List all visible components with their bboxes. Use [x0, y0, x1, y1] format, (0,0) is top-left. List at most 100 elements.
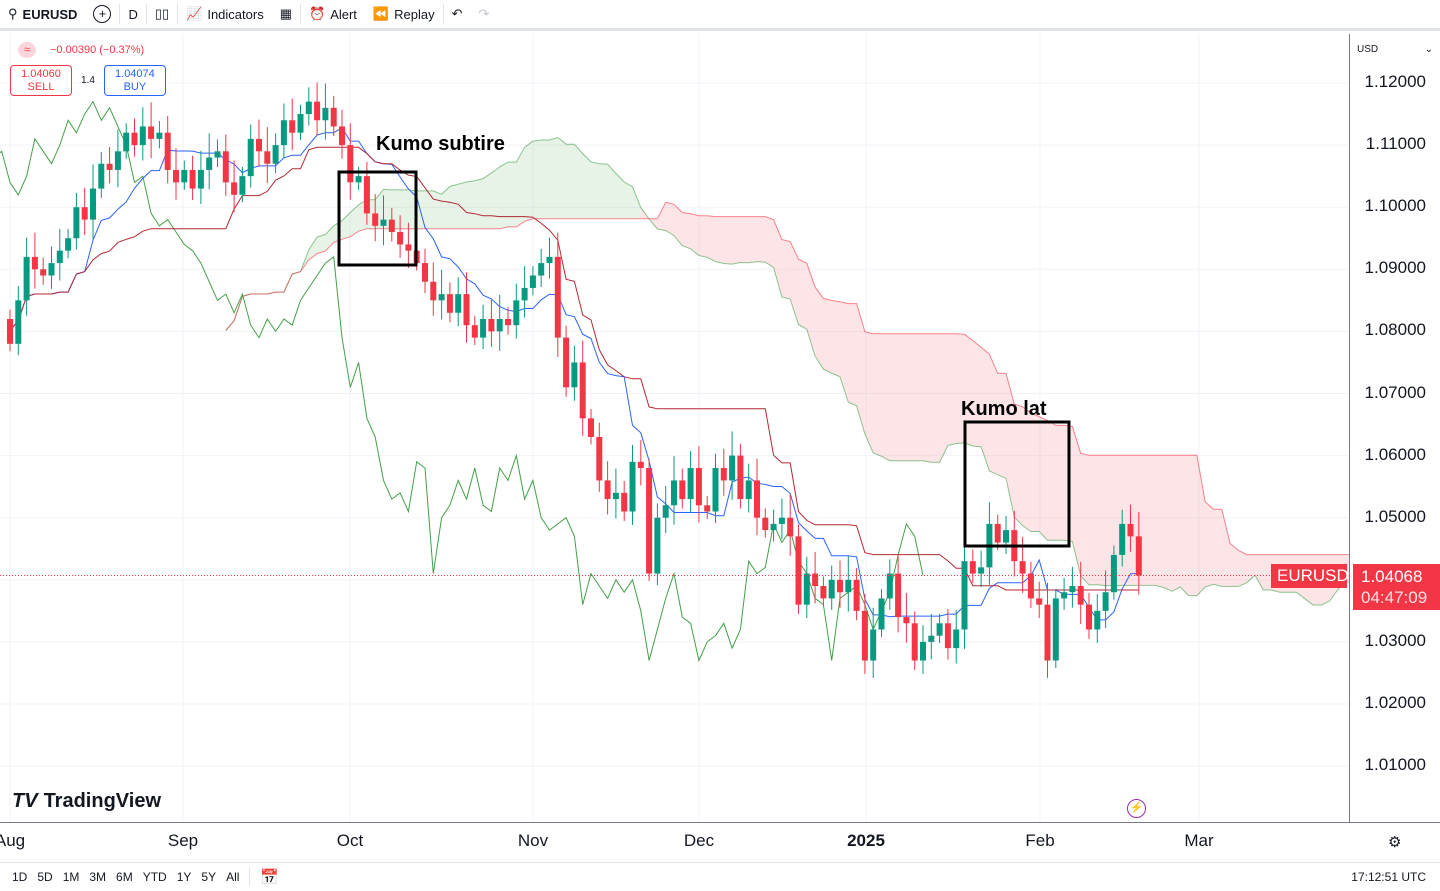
kumo-cloud [757, 216, 766, 263]
compare-button[interactable]: + [85, 0, 119, 28]
chevron-down-icon: ⌄ [1424, 44, 1433, 55]
alarm-icon: ⏰ [309, 6, 326, 21]
candle-body [911, 623, 918, 661]
candle-body [828, 579, 835, 599]
kumo-cloud [516, 147, 525, 227]
kumo-cloud [1122, 455, 1131, 586]
alert-label: Alert [330, 6, 357, 22]
candle-body [1003, 530, 1009, 543]
kumo-cloud [499, 162, 508, 229]
bottom-toolbar: 1D 5D 1M 3M 6M YTD 1Y 5Y All 📅 17:12:51 UTC [0, 862, 1440, 891]
kumo-cloud [815, 287, 824, 370]
kumo-cloud [956, 333, 965, 444]
layouts-button[interactable]: ▦ [272, 0, 300, 28]
clock: 17:12:51 UTC [1351, 870, 1426, 884]
kumo-cloud [624, 182, 633, 219]
kumo-cloud [458, 181, 467, 229]
chart-type-button[interactable]: ▯▯ [147, 0, 177, 28]
candle-body [322, 107, 329, 121]
candle-body [1119, 523, 1126, 555]
senkou-span-b [225, 201, 1349, 556]
candle-body [538, 263, 545, 276]
time-axis[interactable]: Aug Sep Oct Nov Dec 2025 Feb Mar ⚙ [0, 822, 1440, 862]
range-1m[interactable]: 1M [62, 870, 80, 884]
candle-body [330, 107, 337, 127]
candle-body [73, 207, 80, 239]
symbol-search[interactable]: ⚲ EURUSD [0, 0, 85, 28]
candle-body [1094, 610, 1101, 630]
price-label: 1.05000 [1364, 506, 1426, 526]
tradingview-logo[interactable]: TV TradingView [12, 790, 161, 813]
candle-body [895, 573, 902, 618]
kumo-cloud [889, 333, 899, 461]
candle-body [455, 294, 462, 313]
alert-button[interactable]: ⏰ Alert [301, 0, 365, 28]
kumo-cloud [574, 144, 583, 219]
candle-body [729, 455, 736, 481]
price-axis[interactable]: USD ⌄ 1.12000 1.11000 1.10000 1.09000 1.08000… [1349, 34, 1440, 822]
candle-body [289, 120, 296, 133]
interval-button[interactable]: D [120, 0, 145, 28]
lightning-icon[interactable]: ⚡ [1127, 799, 1146, 818]
kumo-cloud [923, 333, 932, 463]
candle-body [471, 325, 478, 338]
candle-body [189, 169, 196, 189]
kumo-cloud [566, 144, 575, 219]
candle-body [1086, 604, 1092, 630]
kumo-cloud [1172, 455, 1181, 592]
range-1d[interactable]: 1D [12, 870, 28, 884]
candle-body [131, 132, 138, 146]
candle-body [363, 176, 370, 214]
range-1y[interactable]: 1Y [176, 870, 192, 884]
candle-body [496, 318, 503, 332]
kumo-cloud [765, 216, 774, 268]
candle-body [197, 169, 204, 189]
candle-body [1102, 592, 1109, 611]
indicators-button[interactable]: 📈 Indicators [178, 0, 272, 28]
chikou-span [0, 100, 924, 663]
price-chart[interactable] [0, 34, 1349, 822]
range-all[interactable]: All [226, 870, 240, 884]
kumo-cloud [831, 300, 840, 377]
kumo-cloud [781, 239, 791, 299]
candle-body [513, 300, 520, 326]
range-6m[interactable]: 6M [116, 870, 133, 884]
bar-countdown: 04:47:09 [1361, 588, 1428, 607]
range-ytd[interactable]: YTD [142, 870, 167, 884]
sell-button[interactable]: 1.04060 SELL [10, 65, 72, 96]
kumo-cloud [707, 215, 716, 262]
spread: 1.4 [81, 75, 95, 86]
undo-button[interactable]: ↶ [444, 0, 471, 28]
redo-button[interactable]: ↷ [470, 0, 497, 28]
kumo-cloud [591, 161, 600, 219]
candle-body [280, 120, 287, 146]
rewind-icon: ⏪ [372, 6, 390, 21]
calendar-icon[interactable]: 📅 [249, 868, 279, 886]
candle-body [231, 182, 238, 195]
annotation-box-thin [337, 170, 418, 267]
kumo-cloud [449, 184, 459, 229]
replay-button[interactable]: ⏪ Replay [365, 0, 443, 28]
range-5d[interactable]: 5D [37, 870, 53, 884]
candle-body [81, 207, 88, 220]
candle-body [222, 151, 229, 183]
range-5y[interactable]: 5Y [201, 870, 217, 884]
price-label: 1.02000 [1364, 693, 1426, 712]
kumo-cloud [491, 166, 500, 229]
kumo-cloud [823, 298, 832, 374]
settings-icon[interactable]: ⚙ [1388, 834, 1402, 851]
kumo-cloud [524, 141, 533, 222]
candle-body [679, 480, 686, 500]
candle-body [621, 492, 628, 512]
kumo-cloud [607, 164, 616, 219]
kumo-cloud [806, 263, 816, 357]
plus-circle-icon: + [93, 5, 112, 23]
buy-button[interactable]: 1.04074 BUY [103, 65, 166, 96]
kumo-cloud [657, 202, 666, 231]
currency-select[interactable]: USD ⌄ [1354, 40, 1436, 60]
candle-body [123, 132, 130, 152]
range-3m[interactable]: 3M [89, 870, 107, 884]
kumo-cloud [1155, 455, 1164, 588]
candle-body [314, 101, 321, 121]
candle-body [820, 586, 827, 599]
